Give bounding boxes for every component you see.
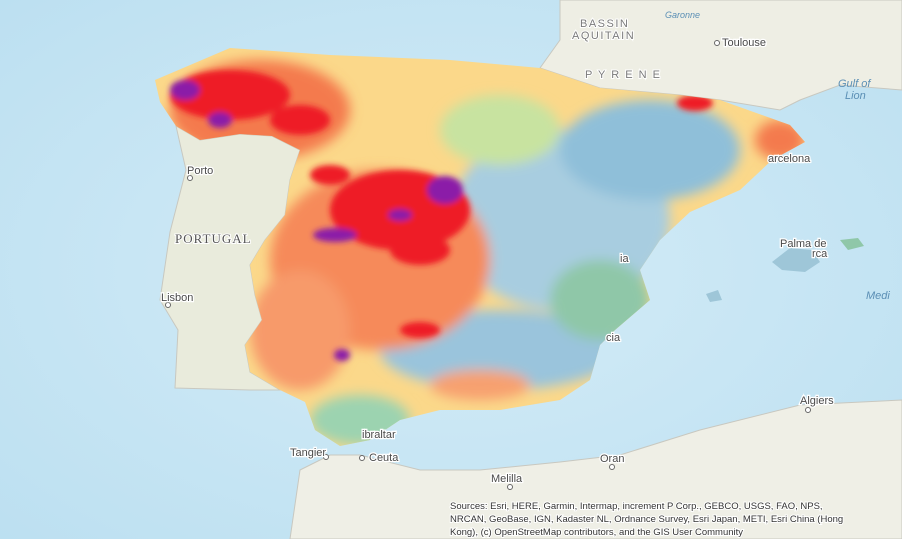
city-dot (507, 484, 513, 490)
heat-purple (388, 209, 412, 221)
attribution: Kong), (c) OpenStreetMap contributors, a… (450, 527, 743, 538)
city-label: Lisbon (161, 292, 193, 304)
city-dot (714, 40, 720, 46)
heat-orange (250, 270, 350, 390)
island (840, 238, 864, 250)
heat-blue (560, 100, 740, 200)
city-label: cia (606, 332, 621, 344)
region-label: AQUITAIN (572, 30, 635, 42)
city-label: Palma de (780, 238, 826, 250)
water-label: Lion (845, 90, 866, 102)
country-label: PORTUGAL (175, 231, 252, 246)
city-dot (165, 302, 171, 308)
city-label: Algiers (800, 395, 834, 407)
island (772, 248, 820, 272)
heat-purple (208, 112, 232, 128)
heat-purple (313, 228, 357, 242)
city-label: Melilla (491, 473, 523, 485)
city-dot (805, 407, 811, 413)
africa-land (289, 399, 902, 539)
region-label: BASSIN (580, 18, 629, 30)
city-label: Ceuta (369, 452, 399, 464)
city-dot (359, 455, 365, 461)
attribution: NRCAN, GeoBase, IGN, Kadaster NL, Ordnan… (450, 514, 843, 525)
city-dot (187, 175, 193, 181)
river-label: Garonne (665, 10, 700, 20)
city-label: ibraltar (362, 429, 396, 441)
city-label: Toulouse (722, 37, 766, 49)
heat-red (270, 105, 330, 135)
city-label: arcelona (768, 153, 811, 165)
water-label: Gulf of (838, 78, 871, 90)
france-land (539, 0, 902, 111)
heat-red (310, 165, 350, 185)
city-label: Oran (600, 453, 624, 465)
island (706, 290, 722, 302)
heat-green (440, 95, 560, 165)
heat-red (677, 95, 713, 111)
water-label: Medi (866, 290, 890, 302)
city-label: Tangier (290, 447, 326, 459)
city-label: rca (812, 248, 828, 260)
heat-green (550, 260, 650, 340)
city-label: Porto (187, 165, 213, 177)
heat-red (400, 322, 440, 338)
region-label: P Y R E N E (585, 69, 661, 81)
attribution: Sources: Esri, HERE, Garmin, Intermap, i… (450, 501, 823, 512)
city-label: ia (620, 253, 629, 265)
heat-orange (430, 370, 530, 400)
heat-purple (334, 349, 350, 361)
city-dot (609, 464, 615, 470)
city-dot (323, 454, 329, 460)
heat-purple (170, 80, 200, 100)
heat-red (390, 235, 450, 265)
heat-red (170, 70, 290, 120)
heat-purple (427, 176, 463, 204)
